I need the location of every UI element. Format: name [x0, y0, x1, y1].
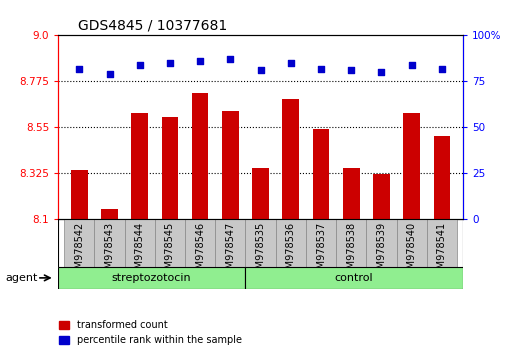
- Bar: [252, 169, 268, 219]
- Bar: [282, 99, 298, 219]
- Point: [135, 62, 143, 68]
- Text: GDS4845 / 10377681: GDS4845 / 10377681: [78, 19, 227, 33]
- Text: GSM978543: GSM978543: [105, 222, 114, 281]
- Bar: [185, 219, 215, 267]
- Point: [407, 62, 415, 68]
- Bar: [312, 130, 329, 219]
- Point: [75, 66, 83, 72]
- Point: [166, 60, 174, 66]
- Text: GSM978547: GSM978547: [225, 222, 235, 281]
- Point: [346, 68, 355, 73]
- Bar: [94, 219, 124, 267]
- Text: GSM978541: GSM978541: [436, 222, 446, 281]
- Bar: [402, 113, 419, 219]
- Bar: [222, 111, 238, 219]
- Bar: [58, 267, 244, 289]
- Bar: [372, 175, 389, 219]
- Bar: [155, 219, 185, 267]
- Text: GSM978535: GSM978535: [255, 222, 265, 281]
- Text: GSM978546: GSM978546: [195, 222, 205, 281]
- Point: [286, 60, 294, 66]
- Text: GSM978536: GSM978536: [285, 222, 295, 281]
- Text: GSM978545: GSM978545: [165, 222, 175, 281]
- Bar: [335, 219, 366, 267]
- Bar: [245, 219, 275, 267]
- Text: GSM978544: GSM978544: [134, 222, 144, 281]
- Bar: [396, 219, 426, 267]
- Text: GSM978539: GSM978539: [376, 222, 386, 281]
- Point: [226, 57, 234, 62]
- Text: streptozotocin: streptozotocin: [112, 273, 191, 283]
- Point: [377, 69, 385, 75]
- Bar: [161, 117, 178, 219]
- Bar: [426, 219, 456, 267]
- Bar: [275, 219, 306, 267]
- Point: [196, 58, 204, 64]
- Bar: [244, 267, 462, 289]
- Text: GSM978540: GSM978540: [406, 222, 416, 281]
- Bar: [215, 219, 245, 267]
- Point: [105, 71, 113, 77]
- Point: [316, 66, 324, 72]
- Text: control: control: [334, 273, 373, 283]
- Bar: [191, 93, 208, 219]
- Point: [256, 68, 264, 73]
- Bar: [366, 219, 396, 267]
- Bar: [64, 219, 94, 267]
- Text: agent: agent: [5, 273, 37, 283]
- Bar: [101, 209, 118, 219]
- Text: GSM978537: GSM978537: [316, 222, 325, 281]
- Bar: [306, 219, 335, 267]
- Legend: transformed count, percentile rank within the sample: transformed count, percentile rank withi…: [56, 316, 245, 349]
- Point: [437, 66, 445, 72]
- Text: GSM978538: GSM978538: [345, 222, 356, 281]
- Text: GSM978542: GSM978542: [74, 222, 84, 281]
- Bar: [433, 136, 449, 219]
- Bar: [342, 169, 359, 219]
- Bar: [71, 170, 87, 219]
- Bar: [131, 113, 148, 219]
- Bar: [124, 219, 155, 267]
